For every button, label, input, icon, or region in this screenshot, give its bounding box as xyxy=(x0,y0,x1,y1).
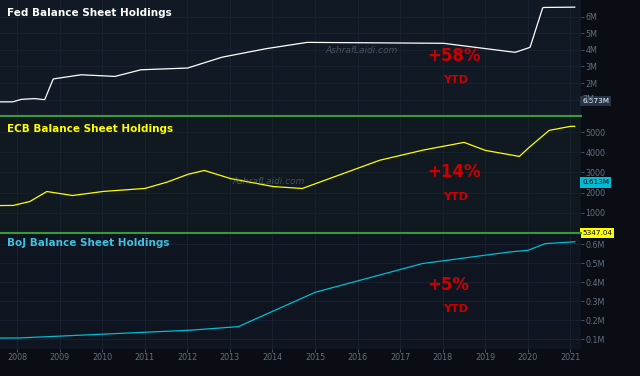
Text: 7M: 7M xyxy=(582,95,595,104)
Text: 6.573M: 6.573M xyxy=(582,98,609,104)
Text: Fed Balance Sheet Holdings: Fed Balance Sheet Holdings xyxy=(7,8,172,18)
Text: AshrafLaidi.com: AshrafLaidi.com xyxy=(232,177,305,186)
Text: YTD: YTD xyxy=(443,75,468,85)
Text: 5347.04: 5347.04 xyxy=(582,230,612,236)
Text: YTD: YTD xyxy=(443,305,468,314)
Text: +58%: +58% xyxy=(427,47,481,65)
Text: +5%: +5% xyxy=(427,276,469,294)
Text: 0.613M: 0.613M xyxy=(582,179,609,185)
Text: ECB Balance Sheet Holdings: ECB Balance Sheet Holdings xyxy=(7,124,173,135)
Text: BoJ Balance Sheet Holdings: BoJ Balance Sheet Holdings xyxy=(7,238,170,249)
Text: YTD: YTD xyxy=(443,191,468,202)
Text: +14%: +14% xyxy=(427,163,481,181)
Text: AshrafLaidi.com: AshrafLaidi.com xyxy=(325,45,398,55)
